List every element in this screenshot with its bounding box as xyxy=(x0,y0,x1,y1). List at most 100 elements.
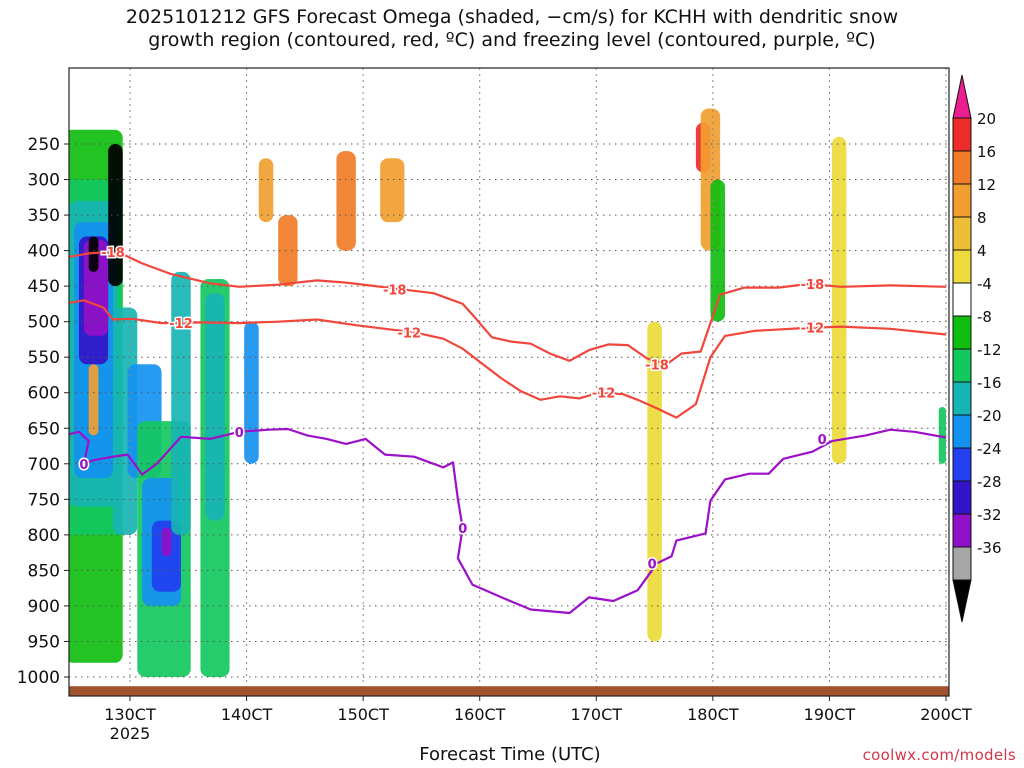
colorbar-segment xyxy=(952,546,972,581)
colorbar-segment xyxy=(952,315,972,350)
colorbar-arrow-bottom xyxy=(952,579,972,623)
x-axis-label: Forecast Time (UTC) xyxy=(419,744,601,765)
omega-cell xyxy=(171,271,191,535)
omega-cell xyxy=(88,364,99,436)
y-tick-label: 250 xyxy=(28,135,60,155)
colorbar-label: 8 xyxy=(977,209,987,227)
colorbar-segment xyxy=(952,150,972,185)
freezing-level-label: 0 xyxy=(818,433,827,448)
dgz-contour-label: -18 xyxy=(645,358,669,373)
colorbar-segment xyxy=(952,249,972,284)
colorbar-segment xyxy=(952,513,972,548)
colorbar-segment xyxy=(952,183,972,218)
omega-cell xyxy=(113,307,138,535)
omega-cell xyxy=(380,158,405,223)
colorbar-label: 12 xyxy=(977,176,996,194)
omega-cell xyxy=(205,293,225,521)
dgz-contour-label: -12 xyxy=(592,387,616,402)
y-tick-label: 500 xyxy=(28,313,60,333)
x-tick-label: 140CT xyxy=(221,705,273,724)
x-tick-label: 150CT xyxy=(337,705,389,724)
freezing-level-label: 0 xyxy=(235,426,244,441)
colorbar: 20 16 12 8 4 -4 -8 -12 -16 -20 -24 -28 -32 -36 xyxy=(952,74,1002,623)
colorbar-label: -8 xyxy=(977,308,992,326)
x-tick-label: 190CT xyxy=(804,705,856,724)
y-tick-label: 850 xyxy=(28,561,60,581)
y-tick-label: 750 xyxy=(28,490,60,510)
omega-cell xyxy=(161,527,172,557)
ground-band xyxy=(69,686,949,696)
freezing-level-line xyxy=(69,427,947,615)
freezing-level-label: 0 xyxy=(79,458,88,473)
y-tick-label: 1000 xyxy=(17,668,60,688)
omega-cell xyxy=(336,151,356,251)
colorbar-segment xyxy=(952,348,972,383)
colorbar-label: -32 xyxy=(977,506,1002,524)
colorbar-label: -36 xyxy=(977,539,1002,557)
omega-cell xyxy=(938,406,946,464)
colorbar-segment xyxy=(952,447,972,482)
grid-lines xyxy=(69,68,949,696)
colorbar-label: -28 xyxy=(977,473,1002,491)
omega-cell xyxy=(258,158,274,223)
chart-title-line2: growth region (contoured, red, ºC) and f… xyxy=(148,29,876,51)
colorbar-label: 20 xyxy=(977,110,996,128)
omega-shading xyxy=(69,108,946,677)
x-tick-year-label: 2025 xyxy=(110,724,151,743)
dgz-contour-label: -18 xyxy=(801,278,825,293)
colorbar-segment xyxy=(952,282,972,317)
x-tick-label: 160CT xyxy=(454,705,506,724)
y-tick-label: 550 xyxy=(28,348,60,368)
dgz-contour-label: -12 xyxy=(801,321,825,336)
x-tick-label: 200CT xyxy=(920,705,972,724)
dgz-contour-label: -18 xyxy=(101,246,125,261)
x-tick-label: 180CT xyxy=(687,705,739,724)
dgz-contour-label: -12 xyxy=(398,326,422,341)
colorbar-arrow-top xyxy=(952,74,972,119)
colorbar-segment xyxy=(952,414,972,449)
source-link[interactable]: coolwx.com/models xyxy=(862,746,1016,764)
colorbar-label: -20 xyxy=(977,407,1002,425)
colorbar-segment xyxy=(952,381,972,416)
omega-cell xyxy=(151,520,181,592)
y-tick-label: 900 xyxy=(28,597,60,617)
colorbar-segment xyxy=(952,480,972,515)
colorbar-label: -24 xyxy=(977,440,1002,458)
colorbar-segment xyxy=(952,216,972,251)
x-tick-label: 170CT xyxy=(571,705,623,724)
y-tick-label: 950 xyxy=(28,632,60,652)
dgz-contour-label: -18 xyxy=(383,284,407,299)
omega-cell xyxy=(108,144,123,287)
y-tick-label: 300 xyxy=(28,171,60,191)
x-tick-label: 130CT xyxy=(104,705,156,724)
freezing-level-label: 0 xyxy=(648,557,657,572)
dgz-contour-line xyxy=(69,299,947,419)
omega-cell xyxy=(88,236,99,272)
colorbar-segment xyxy=(952,117,972,152)
y-tick-label: 600 xyxy=(28,384,60,404)
y-tick-label: 700 xyxy=(28,455,60,475)
y-tick-label: 400 xyxy=(28,242,60,262)
y-tick-label: 650 xyxy=(28,419,60,439)
freezing-level-label: 0 xyxy=(458,522,467,537)
dgz-contour-line xyxy=(69,250,947,366)
y-axis: 250 300 350 400 450 500 550 600 650 700 750 800 850 9… xyxy=(17,135,69,688)
plot-frame xyxy=(68,67,950,697)
omega-cell xyxy=(831,136,847,464)
y-tick-label: 800 xyxy=(28,526,60,546)
y-tick-label: 450 xyxy=(28,277,60,297)
colorbar-label: -4 xyxy=(977,275,992,293)
ground-surface xyxy=(69,686,949,696)
colorbar-label: 16 xyxy=(977,143,996,161)
y-tick-label: 350 xyxy=(28,206,60,226)
chart-title: 2025101212 GFS Forecast Omega (shaded, −… xyxy=(0,6,1024,52)
contour-lines: -18 -18 -18 -18 -12 -12 -12 -12 0 0 0 0 0 xyxy=(69,245,947,615)
colorbar-label: -16 xyxy=(977,374,1002,392)
colorbar-label: 4 xyxy=(977,242,987,260)
colorbar-label: -12 xyxy=(977,341,1002,359)
chart-title-line1: 2025101212 GFS Forecast Omega (shaded, −… xyxy=(125,6,899,28)
omega-cell xyxy=(278,215,298,287)
dgz-contour-label: -12 xyxy=(169,317,193,332)
